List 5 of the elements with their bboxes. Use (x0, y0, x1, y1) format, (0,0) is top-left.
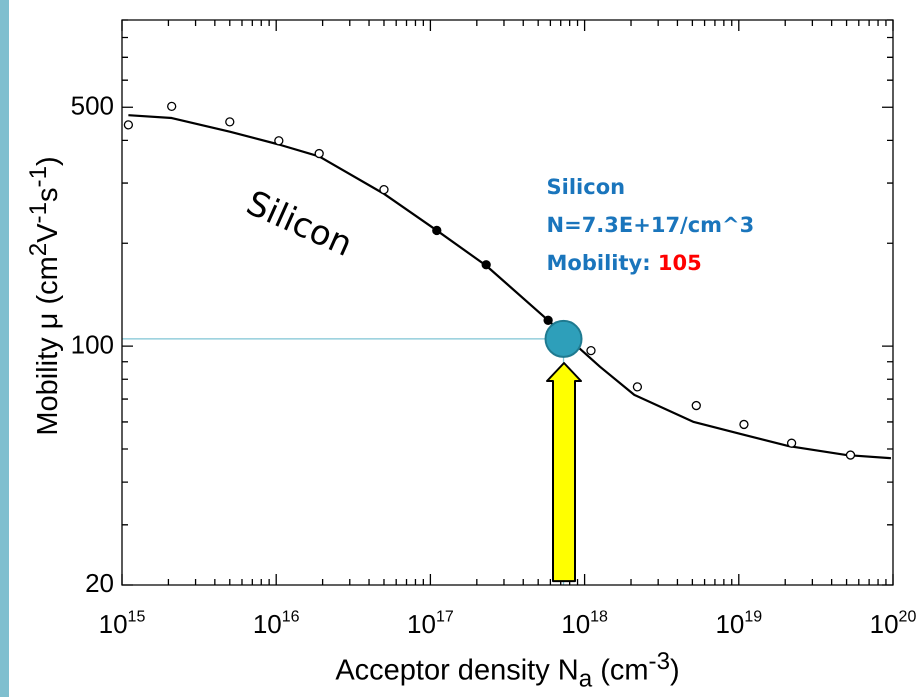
annotation: Silicon N=7.3E+17/cm^3 Mobility: 105 (546, 174, 754, 275)
y-tick-label: 20 (85, 568, 114, 598)
x-axis-title: Acceptor density N$_{a}$ (cm$^{-3}$) (334, 648, 681, 694)
y-tick-label: 100 (70, 329, 114, 360)
y-tick-label: 500 (70, 90, 114, 120)
